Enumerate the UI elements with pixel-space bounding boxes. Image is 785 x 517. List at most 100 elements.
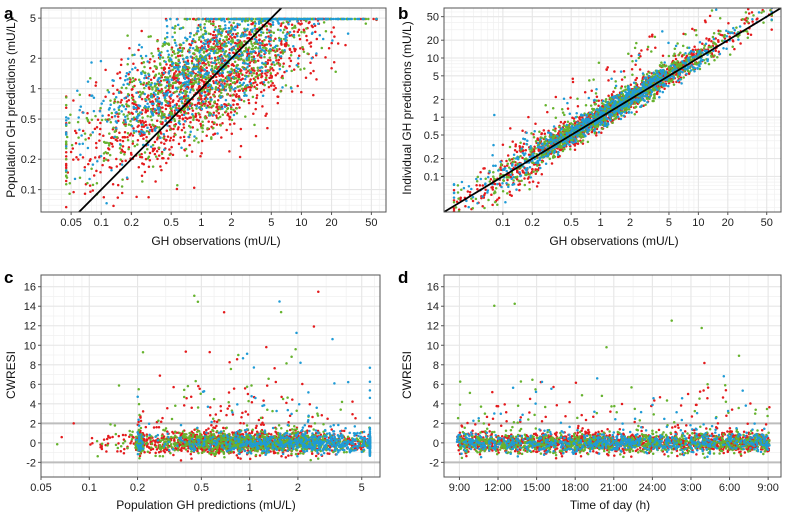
panel-a-point xyxy=(151,55,155,58)
panel-a-point xyxy=(218,24,222,28)
panel-a-point xyxy=(179,43,183,47)
panel-a-point xyxy=(136,139,140,142)
panel-a-point xyxy=(161,121,164,124)
panel-a-point xyxy=(82,111,85,114)
panel-a-point xyxy=(268,56,272,60)
panel-a-point xyxy=(160,83,163,87)
panel-a-point xyxy=(153,60,156,63)
panel-a-point xyxy=(202,100,205,103)
panel-a-point xyxy=(64,103,68,107)
panel-a-point xyxy=(290,17,293,21)
panel-a-point xyxy=(154,180,157,183)
panel-a-point xyxy=(190,41,194,45)
panel-b-point xyxy=(744,11,748,14)
panel-a-point xyxy=(166,76,169,79)
panel-a-border xyxy=(40,7,387,213)
panel-a-point xyxy=(124,120,127,124)
panel-a-point xyxy=(95,169,98,173)
panel-b-point xyxy=(554,127,557,130)
panel-a-x-tick-label: 50 xyxy=(365,217,377,229)
panel-a-point xyxy=(110,111,114,115)
panel-a-point xyxy=(258,45,262,48)
panel-a-point xyxy=(166,49,169,53)
panel-b-point xyxy=(478,184,482,187)
panel-a-point xyxy=(144,157,148,161)
panel-a-point xyxy=(317,22,320,25)
panel-a-point xyxy=(161,56,165,59)
panel-a-point xyxy=(235,93,238,96)
panel-a-point xyxy=(244,62,247,65)
panel-a-point xyxy=(235,111,239,115)
panel-a-point xyxy=(254,29,257,33)
panel-b-point xyxy=(660,61,663,64)
panel-a-point xyxy=(206,89,209,93)
panel-a-point xyxy=(247,46,251,49)
panel-a-point xyxy=(203,97,206,101)
panel-a-point xyxy=(300,90,303,94)
panel-a-point xyxy=(219,124,222,127)
panel-a-point xyxy=(175,17,179,21)
panel-a-point xyxy=(254,87,258,90)
panel-a-point xyxy=(231,75,235,79)
panel-a-point xyxy=(194,18,198,21)
panel-a-point xyxy=(76,120,80,124)
panel-b-point xyxy=(629,83,633,86)
panel-a-point xyxy=(169,120,173,124)
panel-a-point xyxy=(199,101,203,105)
panel-a-point xyxy=(140,56,144,60)
panel-a-point xyxy=(170,48,173,51)
panel-a-point xyxy=(132,131,136,135)
panel-b-point xyxy=(509,127,512,130)
panel-a-point xyxy=(221,86,225,89)
panel-a-point xyxy=(220,136,223,139)
panel-a-point xyxy=(191,84,195,88)
panel-a-point xyxy=(273,63,276,67)
panel-a-point xyxy=(159,91,163,94)
panel-a-point xyxy=(64,205,68,209)
panel-a-point xyxy=(181,58,185,61)
panel-a: a GH observations (mU/L) Population GH p… xyxy=(4,4,387,248)
panel-a-point xyxy=(104,141,107,144)
panel-a-point xyxy=(92,96,96,99)
panel-a-point xyxy=(310,32,314,35)
panel-a-point xyxy=(157,77,160,80)
panel-a-point xyxy=(113,114,117,118)
panel-a-point xyxy=(64,157,68,161)
panel-a-y-tick-label: 0.2 xyxy=(21,154,36,166)
panel-a-point xyxy=(193,67,197,71)
panel-a-point xyxy=(91,131,95,134)
panel-a-point xyxy=(235,64,238,68)
panel-a-point xyxy=(271,20,275,24)
panel-a-point xyxy=(234,76,238,80)
panel-a-point xyxy=(288,56,291,60)
panel-b-x-axis-title: GH observations (mU/L) xyxy=(549,234,678,248)
panel-a-point xyxy=(190,59,194,63)
panel-a-point xyxy=(346,32,350,35)
panel-a-point xyxy=(67,117,70,120)
panel-a-point xyxy=(176,54,180,58)
panel-a-point xyxy=(90,61,93,64)
panel-a-point xyxy=(260,90,263,94)
panel-a-point xyxy=(90,167,93,171)
panel-a-point xyxy=(301,47,305,51)
panel-b-x-tick-label: 20 xyxy=(722,217,734,229)
panel-a-point xyxy=(156,39,159,43)
panel-a-point xyxy=(168,124,171,128)
panel-a-point xyxy=(297,54,301,58)
panel-a-point xyxy=(164,86,167,89)
panel-a-point xyxy=(88,177,91,181)
panel-a-point xyxy=(201,33,205,36)
panel-a-point xyxy=(153,65,157,68)
panel-a-point xyxy=(192,33,196,37)
panel-b-point xyxy=(703,19,707,22)
panel-a-point xyxy=(202,80,206,83)
panel-a-point xyxy=(106,159,110,162)
panel-b-point xyxy=(638,68,642,71)
panel-a-point xyxy=(245,56,249,59)
panel-b-point xyxy=(528,181,531,184)
panel-a-point xyxy=(173,38,176,42)
panel-a-point xyxy=(257,51,261,55)
panel-a-point xyxy=(188,51,191,54)
panel-a-point xyxy=(140,72,143,76)
panel-a-point xyxy=(213,56,217,59)
